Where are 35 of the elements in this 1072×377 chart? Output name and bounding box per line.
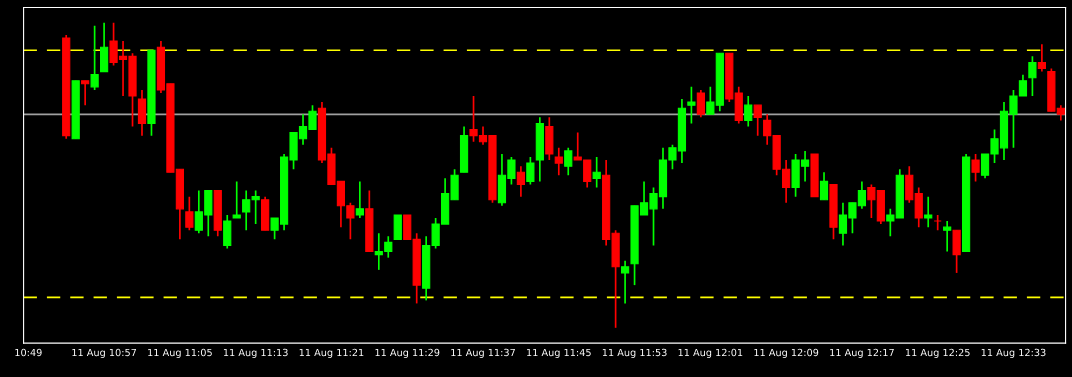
candlestick: [696, 89, 705, 119]
candlestick: [516, 165, 526, 198]
x-tick-label: 11 Aug 11:29: [375, 348, 440, 359]
x-tick-label: 11 Aug 12:01: [678, 348, 743, 359]
candlestick: [564, 147, 573, 177]
candlestick: [971, 153, 980, 183]
candlestick: [819, 171, 829, 201]
x-tick-label: 11 Aug 11:37: [451, 348, 515, 359]
candlestick: [81, 79, 90, 106]
candlestick: [526, 156, 535, 186]
x-tick-label: 11 Aug 11:53: [602, 348, 667, 359]
x-tick-label: 11 Aug 11:05: [148, 348, 212, 359]
candlestick: [687, 86, 696, 125]
x-tick-label: 11 Aug 11:13: [223, 348, 288, 359]
x-tick-label: 11 Aug 12:33: [981, 348, 1046, 359]
x-tick-label: 11 Aug 11:21: [299, 348, 364, 359]
candlestick: [924, 195, 933, 228]
candlestick: [355, 180, 364, 219]
candlestick: [232, 180, 241, 219]
x-tick-label: 11 Aug 11:45: [527, 348, 591, 359]
candlestick: [592, 156, 601, 189]
x-tick-label: 11 Aug 12:09: [754, 348, 819, 359]
candlestick: [185, 195, 194, 232]
candlestick: [90, 25, 99, 91]
x-tick-label: 11 Aug 12:17: [830, 348, 894, 359]
candlestick: [554, 147, 563, 177]
candlestick: [753, 104, 762, 137]
candlestick: [943, 220, 952, 253]
candlestick: [1037, 43, 1046, 73]
candlestick: [744, 95, 753, 128]
candlestick: [620, 259, 630, 305]
x-tick-label: 11 Aug 10:57: [72, 348, 137, 359]
x-tick-label: 10:49: [15, 348, 42, 357]
x-tick-label: 11 Aug 12:25: [905, 348, 970, 359]
candlestick: [1028, 55, 1037, 97]
